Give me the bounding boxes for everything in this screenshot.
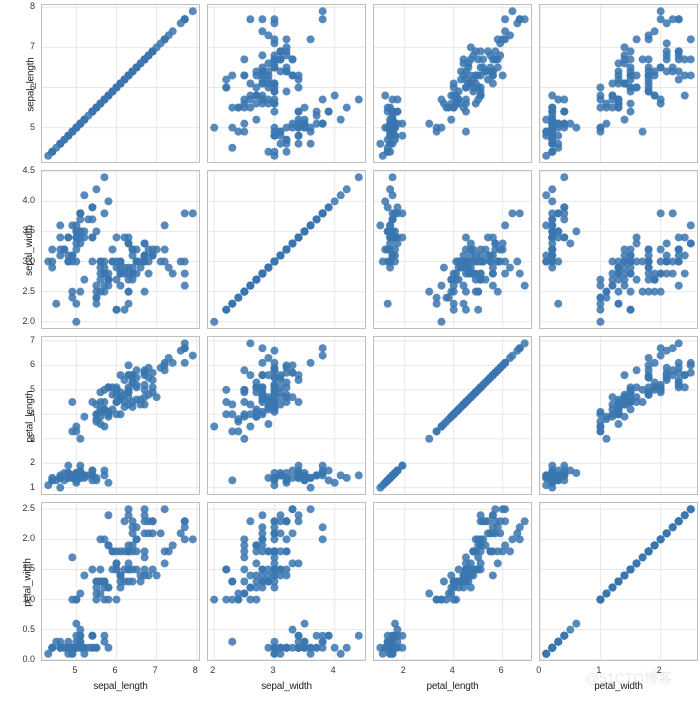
- pairplot-cell-petal_width-vs-sepal_length: 0.00.51.01.52.02.55678: [41, 502, 200, 661]
- xtick-label: 3: [270, 665, 275, 675]
- xtick-label: 0: [536, 665, 541, 675]
- ytick-label: 8: [19, 1, 35, 11]
- pairplot-cell-petal_length-vs-sepal_length: 1234567: [41, 336, 200, 495]
- pairplot-cell-sepal_width-vs-sepal_width: [207, 170, 366, 329]
- y-axis-label: sepal_length: [26, 57, 37, 111]
- scatter-panel: [207, 336, 366, 495]
- pairplot-cell-sepal_width-vs-petal_width: [539, 170, 698, 329]
- pairplot-cell-sepal_length-vs-sepal_length: 5678: [41, 4, 200, 163]
- scatter-panel: [373, 170, 532, 329]
- ytick-label: 0.0: [19, 654, 35, 664]
- pairplot-cell-petal_width-vs-petal_width: 012: [539, 502, 698, 661]
- scatter-panel: [207, 502, 366, 661]
- scatter-panel: [41, 4, 200, 163]
- scatter-panel: [41, 170, 200, 329]
- x-axis-label: petal_width: [594, 681, 642, 692]
- ytick-label: 1: [19, 482, 35, 492]
- xtick-label: 4: [450, 665, 455, 675]
- x-axis-label: sepal_width: [261, 681, 312, 692]
- scatter-panel: [373, 4, 532, 163]
- ytick-label: 2.0: [19, 316, 35, 326]
- xtick-label: 6: [499, 665, 504, 675]
- x-axis-label: petal_length: [426, 681, 478, 692]
- scatter-panel: [373, 336, 532, 495]
- pairplot-cell-petal_width-vs-sepal_width: 234: [207, 502, 366, 661]
- scatter-panel: [41, 502, 200, 661]
- xtick-label: 4: [331, 665, 336, 675]
- xtick-label: 8: [193, 665, 198, 675]
- pairplot-cell-sepal_width-vs-sepal_length: 2.02.53.03.54.04.5: [41, 170, 200, 329]
- y-axis-label: sepal_width: [24, 225, 35, 276]
- ytick-label: 7: [19, 41, 35, 51]
- scatter-panel: [539, 4, 698, 163]
- pairplot-cell-petal_width-vs-petal_length: 246: [373, 502, 532, 661]
- scatter-panel: [373, 502, 532, 661]
- xtick-label: 7: [153, 665, 158, 675]
- pairplot-cell-sepal_length-vs-sepal_width: [207, 4, 366, 163]
- pairplot-cell-sepal_length-vs-petal_length: [373, 4, 532, 163]
- scatter-panel: [539, 336, 698, 495]
- ytick-label: 2.5: [19, 503, 35, 513]
- xtick-label: 2: [657, 665, 662, 675]
- ytick-label: 2.0: [19, 533, 35, 543]
- pairplot-cell-petal_length-vs-petal_width: [539, 336, 698, 495]
- y-axis-label: petal_length: [25, 390, 36, 442]
- scatter-panel: [207, 170, 366, 329]
- pairplot-cell-sepal_width-vs-petal_length: [373, 170, 532, 329]
- ytick-label: 5: [19, 122, 35, 132]
- xtick-label: 2: [210, 665, 215, 675]
- ytick-label: 4.5: [19, 165, 35, 175]
- scatter-panel: [539, 170, 698, 329]
- scatter-panel: [41, 336, 200, 495]
- ytick-label: 2: [19, 457, 35, 467]
- ytick-label: 7: [19, 335, 35, 345]
- y-axis-label: petal_width: [23, 558, 34, 606]
- xtick-label: 2: [401, 665, 406, 675]
- xtick-label: 1: [596, 665, 601, 675]
- pairplot-cell-petal_length-vs-sepal_width: [207, 336, 366, 495]
- ytick-label: 0.5: [19, 624, 35, 634]
- xtick-label: 5: [72, 665, 77, 675]
- ytick-label: 4.0: [19, 195, 35, 205]
- pairplot-cell-sepal_length-vs-petal_width: [539, 4, 698, 163]
- ytick-label: 2.5: [19, 286, 35, 296]
- scatter-panel: [207, 4, 366, 163]
- x-axis-label: sepal_length: [93, 681, 147, 692]
- ytick-label: 6: [19, 359, 35, 369]
- pairplot-cell-petal_length-vs-petal_length: [373, 336, 532, 495]
- scatter-panel: [539, 502, 698, 661]
- xtick-label: 6: [112, 665, 117, 675]
